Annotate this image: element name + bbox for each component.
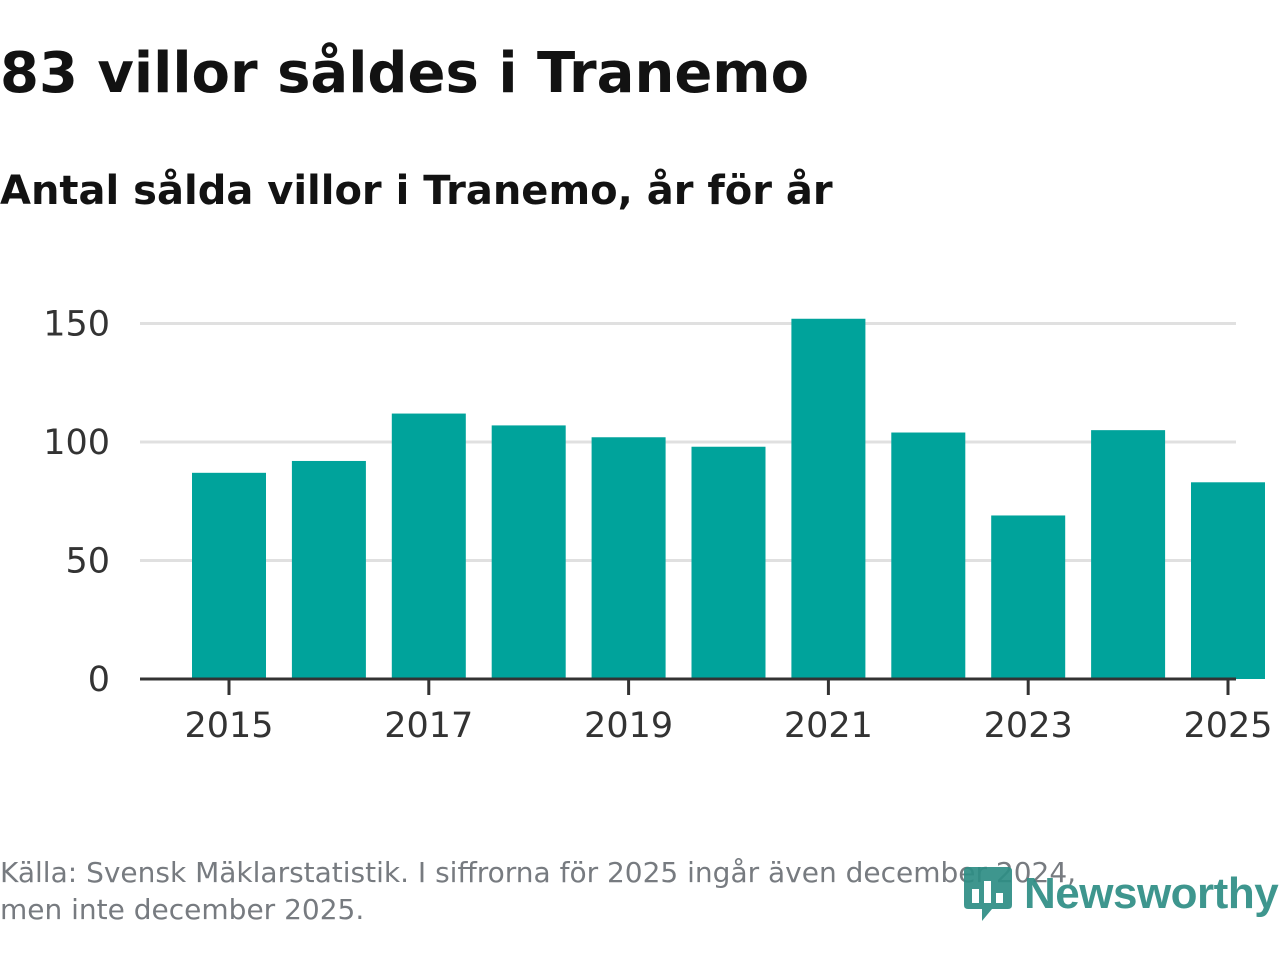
source-line-1: Källa: Svensk Mäklarstatistik. I siffror… [0,856,1077,889]
bar-2015 [192,472,266,679]
x-tick-label-2019: 2019 [584,706,673,746]
chart-title: 83 villor såldes i Tranemo [0,41,810,106]
y-tick-label-50: 50 [65,542,110,582]
y-tick-label-150: 150 [43,305,110,345]
bar-2025 [1191,482,1265,679]
x-tick-label-2025: 2025 [1183,706,1272,746]
newsworthy-logo-icon [964,867,1012,921]
x-tick-label-2017: 2017 [384,706,473,746]
bar-2017 [391,413,466,679]
x-tick-label-2023: 2023 [984,706,1073,746]
bar-2016 [291,460,366,679]
bar-2024 [1091,430,1166,679]
bar-2022 [891,432,966,679]
source-line-2: men inte december 2025. [0,893,365,926]
bars [192,318,1265,679]
x-tick-label-2015: 2015 [184,706,273,746]
source-note: Källa: Svensk Mäklarstatistik. I siffror… [0,854,1210,928]
bar-2021 [791,318,866,679]
x-tick-label-2021: 2021 [784,706,873,746]
newsworthy-logo: Newsworthy [962,862,1279,926]
bar-2020 [691,446,766,679]
y-tick-label-0: 0 [88,660,110,700]
bar-chart: 0 50 100 150 2015 2017 2019 2021 2023 2025 [43,305,1272,747]
axes: 0 50 100 150 2015 2017 2019 2021 2023 2025 [43,305,1272,747]
bar-2023 [991,515,1066,679]
logo-text: Newsworthy [1024,869,1279,918]
y-tick-label-100: 100 [43,423,110,463]
chart-subtitle: Antal sålda villor i Tranemo, år för år [0,168,833,214]
bar-2019 [591,437,666,679]
bar-2018 [491,425,566,679]
